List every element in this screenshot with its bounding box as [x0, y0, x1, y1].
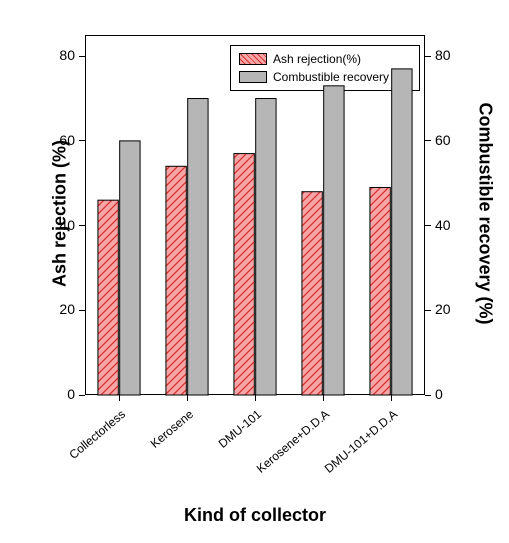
y-tick-label-right: 20: [435, 301, 451, 317]
y-tick: [79, 56, 85, 57]
y-tick-label-right: 40: [435, 217, 451, 233]
y-tick-right: [425, 395, 431, 396]
y-axis-label-right: Combustible recovery (%): [475, 99, 496, 329]
y-tick: [79, 140, 85, 141]
y-tick: [79, 225, 85, 226]
y-tick-label: 80: [47, 47, 75, 63]
y-tick-label: 60: [47, 132, 75, 148]
x-tick: [255, 395, 256, 401]
x-axis-label: Kind of collector: [85, 505, 425, 526]
chart-container: Ash rejection(%)Combustible recovery (%)…: [0, 0, 509, 543]
legend-label: Combustible recovery (%): [273, 68, 411, 86]
y-tick-right: [425, 56, 431, 57]
legend: Ash rejection(%)Combustible recovery (%): [230, 45, 420, 91]
legend-item: Ash rejection(%): [239, 50, 411, 68]
y-tick: [79, 395, 85, 396]
legend-swatch: [239, 71, 267, 83]
y-tick-right: [425, 225, 431, 226]
x-tick: [391, 395, 392, 401]
legend-swatch: [239, 53, 267, 65]
y-tick-right: [425, 140, 431, 141]
x-tick: [187, 395, 188, 401]
y-tick-label-right: 60: [435, 132, 451, 148]
y-tick-right: [425, 310, 431, 311]
y-tick: [79, 310, 85, 311]
y-tick-label: 0: [47, 386, 75, 402]
y-tick-label: 20: [47, 301, 75, 317]
x-tick: [119, 395, 120, 401]
y-tick-label-right: 0: [435, 386, 443, 402]
x-tick: [323, 395, 324, 401]
y-tick-label: 40: [47, 217, 75, 233]
legend-label: Ash rejection(%): [273, 50, 361, 68]
y-tick-label-right: 80: [435, 47, 451, 63]
legend-item: Combustible recovery (%): [239, 68, 411, 86]
y-axis-label-left: Ash rejection (%): [50, 134, 71, 294]
